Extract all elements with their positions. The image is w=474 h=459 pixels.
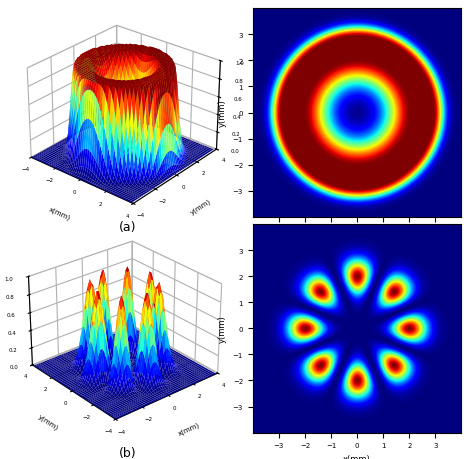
Y-axis label: y(mm): y(mm) [218, 315, 227, 342]
Text: (a): (a) [119, 221, 137, 234]
X-axis label: x(mm): x(mm) [343, 454, 371, 459]
Text: (b): (b) [119, 446, 137, 459]
Y-axis label: y(mm): y(mm) [190, 197, 212, 216]
Y-axis label: y(mm): y(mm) [218, 100, 227, 127]
X-axis label: x(mm): x(mm) [177, 421, 201, 437]
X-axis label: x(mm): x(mm) [48, 206, 72, 221]
Y-axis label: y(mm): y(mm) [36, 413, 59, 431]
X-axis label: x(mm): x(mm) [343, 239, 371, 247]
